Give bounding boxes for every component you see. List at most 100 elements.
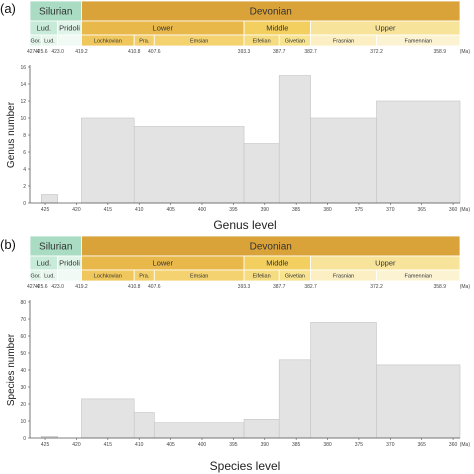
y-tick-label: 40 [20,368,26,374]
x-tick-label: 370 [386,442,395,448]
epoch-label: Pridoli [59,24,80,33]
epoch-label: Upper [375,259,396,268]
epoch-label: Lower [153,259,174,268]
boundary-age-label: 423.0 [51,49,64,55]
y-tick-label: 0 [23,436,26,442]
boundary-age-label: 393.3 [238,49,251,55]
boundary-age-label: 382.7 [304,49,317,55]
x-tick-label: 380 [323,442,332,448]
y-tick-label: 30 [20,385,26,391]
epoch-label: Lud. [37,24,52,33]
y-tick-label: 14 [20,82,26,88]
y-tick-label: 12 [20,99,26,105]
period-label: Silurian [39,7,72,18]
y-tick-label: 2 [23,184,26,190]
boundary-age-label: 382.7 [304,284,317,290]
stage-label: Famennian [404,38,432,44]
boundary-age-label: 425.6 [35,284,48,290]
boundary-age-label: 387.7 [273,284,286,290]
bar [278,359,311,439]
y-tick-label: 4 [23,167,26,173]
panel-b: (b) Silurian Devonian Lud. Pridoli Lower Middl… [0,235,471,473]
bar [310,117,377,204]
boundary-age-label: 410.8 [128,284,141,290]
epoch-label: Middle [266,24,288,33]
y-tick-label: 6 [23,150,26,156]
y-tick-label: 10 [20,116,26,122]
stage-label: Gor. [30,273,41,279]
bar [133,412,155,439]
stage-label: Emsian [190,273,208,279]
boundary-age-label: 427.4 [27,284,40,290]
y-tick-label: 10 [20,419,26,425]
stage-label: Frasnian [333,273,354,279]
x-tick-label: 390 [261,207,270,213]
stage-label: Givetian [285,38,305,44]
stage-label: Lochkovian [94,38,122,44]
x-tick-label: 360 [449,207,458,213]
x-tick-label: 375 [355,442,364,448]
stage-label: Lud. [44,273,55,279]
epoch-label: Lower [153,24,174,33]
x-tick-label: 365 [418,442,427,448]
unit-label: (Ma) [460,284,471,290]
epoch-label: Lud. [37,259,52,268]
boundary-age-label: 358.9 [433,49,446,55]
bar [310,322,377,439]
stage-label: Eifelian [253,38,271,44]
boundary-age-label: 425.6 [35,49,48,55]
boundary-age-label: 419.2 [75,49,88,55]
x-tick-label: 400 [198,442,207,448]
stage-box [376,34,461,47]
boundary-age-label: 387.7 [273,49,286,55]
x-unit-label: (Ma) [460,207,471,213]
x-unit-label: (Ma) [460,442,471,448]
bar [81,117,135,204]
stage-label: Famennian [404,273,432,279]
bar [40,194,58,204]
x-tick-label: 390 [261,442,270,448]
stage-box [376,269,461,282]
period-label: Devonian [250,7,292,18]
stage-label: Lud. [44,38,55,44]
x-tick-label: 420 [72,442,81,448]
epoch-label: Upper [375,24,396,33]
period-label: Silurian [39,242,72,253]
stage-label: Pra. [139,273,150,279]
bar [376,364,461,439]
x-tick-label: 385 [292,207,301,213]
bar [278,75,311,204]
boundary-age-label: 410.8 [128,49,141,55]
x-tick-label: 420 [72,207,81,213]
x-tick-label: 400 [198,207,207,213]
x-tick-label: 415 [104,207,113,213]
boundary-age-label: 407.6 [148,284,161,290]
period-label: Devonian [250,242,292,253]
bar [376,100,461,204]
boundary-age-label: 407.6 [148,49,161,55]
boundary-age-label: 372.2 [370,284,383,290]
y-axis-title: Species number [6,333,17,406]
x-axis-title: Species level [210,459,281,473]
boundary-age-label: 419.2 [75,284,88,290]
x-tick-label: 425 [41,207,50,213]
bar [81,398,135,439]
boundary-age-label: 427.4 [27,49,40,55]
x-tick-label: 370 [386,207,395,213]
y-axis-title: Genus number [6,101,17,168]
stage-box [57,269,82,282]
y-tick-label: 8 [23,133,26,139]
stage-box [57,34,82,47]
bar [133,126,245,204]
x-tick-label: 380 [323,207,332,213]
y-tick-label: 50 [20,351,26,357]
y-tick-label: 80 [20,300,26,306]
x-tick-label: 375 [355,207,364,213]
boundary-age-label: 393.3 [238,284,251,290]
x-tick-label: 425 [41,442,50,448]
x-axis-title: Genus level [213,218,276,232]
x-tick-label: 365 [418,207,427,213]
y-tick-label: 70 [20,317,26,323]
x-tick-label: 415 [104,442,113,448]
